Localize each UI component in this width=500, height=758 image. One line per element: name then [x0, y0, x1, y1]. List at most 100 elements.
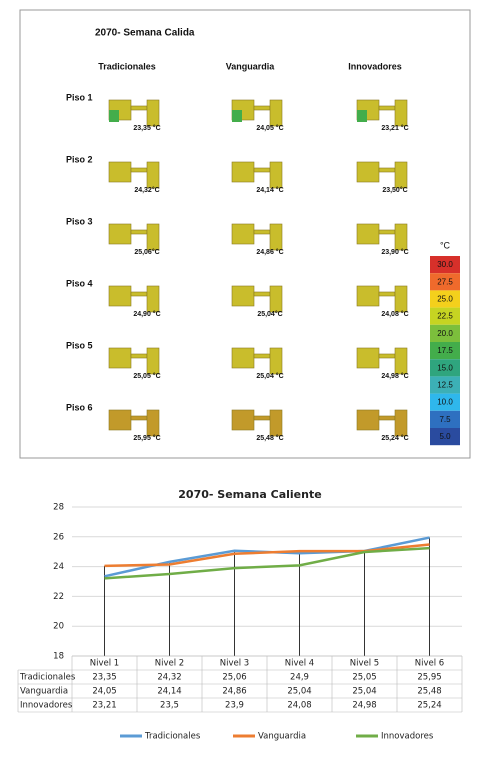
y-tick-label: 18	[53, 652, 64, 662]
scale-label: 5.0	[439, 432, 451, 441]
temperature-label: 25,48 °C	[256, 434, 283, 442]
floor-plan	[356, 223, 380, 245]
floor-plan	[253, 353, 271, 359]
floor-plan	[394, 285, 408, 313]
table-row-header: Tradicionales	[19, 673, 76, 683]
floor-plan	[130, 229, 148, 235]
scale-label: 17.5	[437, 346, 453, 355]
floor-plan	[108, 409, 132, 431]
floor-plan	[231, 347, 255, 369]
floor-plan	[253, 291, 271, 297]
column-header: Vanguardia	[226, 61, 276, 71]
temperature-label: 24,86 °C	[256, 248, 283, 256]
series-line	[104, 536, 430, 578]
temperature-label: 24,14 °C	[256, 186, 283, 194]
table-value: 25,06	[222, 673, 246, 683]
floor-plan	[108, 161, 132, 183]
table-value: 24,86	[222, 687, 246, 697]
scale-label: 7.5	[439, 415, 451, 424]
floor-plan	[378, 167, 396, 173]
scale-cell	[430, 376, 460, 394]
legend-label: Tradicionales	[144, 732, 201, 742]
scale-label: 15.0	[437, 363, 453, 372]
floor-plan	[378, 415, 396, 421]
temperature-label: 24,08 °C	[381, 310, 408, 318]
temperature-label: 23,50°C	[382, 186, 407, 194]
floor-plan	[108, 223, 132, 245]
legend-label: Innovadores	[381, 732, 434, 742]
table-value: 25,05	[352, 673, 376, 683]
floor-plan	[146, 347, 160, 375]
floor-plan	[253, 105, 271, 111]
row-label: Piso 5	[66, 340, 93, 350]
table-value: 24,14	[157, 687, 181, 697]
y-tick-label: 24	[53, 562, 64, 572]
column-header: Innovadores	[348, 61, 402, 71]
scale-label: 12.5	[437, 381, 453, 390]
table-value: 23,35	[92, 673, 116, 683]
table-value: 24,9	[290, 673, 309, 683]
table-value: 25,04	[287, 687, 311, 697]
panel-title: 2070- Semana Calida	[95, 28, 195, 39]
scale-label: 30.0	[437, 260, 453, 269]
floor-plan	[378, 291, 396, 297]
floor-plan	[231, 409, 255, 431]
x-tick-label: Nivel 1	[90, 659, 119, 669]
column-header: Tradicionales	[98, 61, 156, 71]
table-value: 25,04	[352, 687, 376, 697]
row-label: Piso 3	[66, 216, 93, 226]
floor-plan	[253, 229, 271, 235]
temperature-label: 25,95 °C	[133, 434, 160, 442]
floor-plan	[253, 415, 271, 421]
floor-plan	[269, 223, 283, 251]
temperature-label: 25,04 °C	[256, 372, 283, 380]
x-tick-label: Nivel 3	[220, 659, 249, 669]
temperature-label: 24,05 °C	[256, 124, 283, 132]
floor-plan	[130, 291, 148, 297]
table-row-header: Innovadores	[20, 701, 73, 711]
table-value: 24,98	[352, 701, 376, 711]
table-value: 24,05	[92, 687, 116, 697]
floor-plan	[269, 409, 283, 437]
floor-plan	[253, 167, 271, 173]
scale-unit: °C	[440, 240, 451, 250]
y-tick-label: 20	[53, 622, 64, 632]
temperature-label: 23,21 °C	[381, 124, 408, 132]
x-tick-label: Nivel 4	[285, 659, 314, 669]
table-value: 25,24	[417, 701, 441, 711]
floor-plan	[378, 105, 396, 111]
temperature-label: 23,90 °C	[381, 248, 408, 256]
scale-cell	[430, 290, 460, 308]
scale-label: 25.0	[437, 295, 453, 304]
floor-plan	[146, 161, 160, 189]
floor-plan	[269, 99, 283, 127]
floor-plan	[130, 105, 148, 111]
floor-plan	[108, 347, 132, 369]
floor-plan	[130, 167, 148, 173]
scale-label: 27.5	[437, 277, 453, 286]
scale-cell	[430, 428, 460, 446]
scale-cell	[430, 324, 460, 342]
scale-label: 20.0	[437, 329, 453, 338]
floor-plan	[394, 161, 408, 189]
floor-plan	[394, 409, 408, 437]
row-label: Piso 1	[66, 92, 93, 102]
row-label: Piso 4	[66, 278, 93, 288]
table-row-header: Vanguardia	[20, 687, 68, 697]
floor-plan	[108, 285, 132, 307]
table-value: 23,9	[225, 701, 244, 711]
series-line	[104, 543, 430, 568]
floor-plan	[231, 285, 255, 307]
floor-plan	[146, 285, 160, 313]
floor-plan	[269, 347, 283, 375]
table-value: 25,95	[417, 673, 441, 683]
floor-plan	[378, 353, 396, 359]
table-value: 24,32	[157, 673, 181, 683]
temperature-label: 25,05 °C	[133, 372, 160, 380]
floor-plan	[357, 110, 367, 122]
temperature-label: 25,24 °C	[381, 434, 408, 442]
scale-cell	[430, 359, 460, 377]
temperature-label: 23,35 °C	[133, 124, 160, 132]
table-value: 23,21	[92, 701, 116, 711]
